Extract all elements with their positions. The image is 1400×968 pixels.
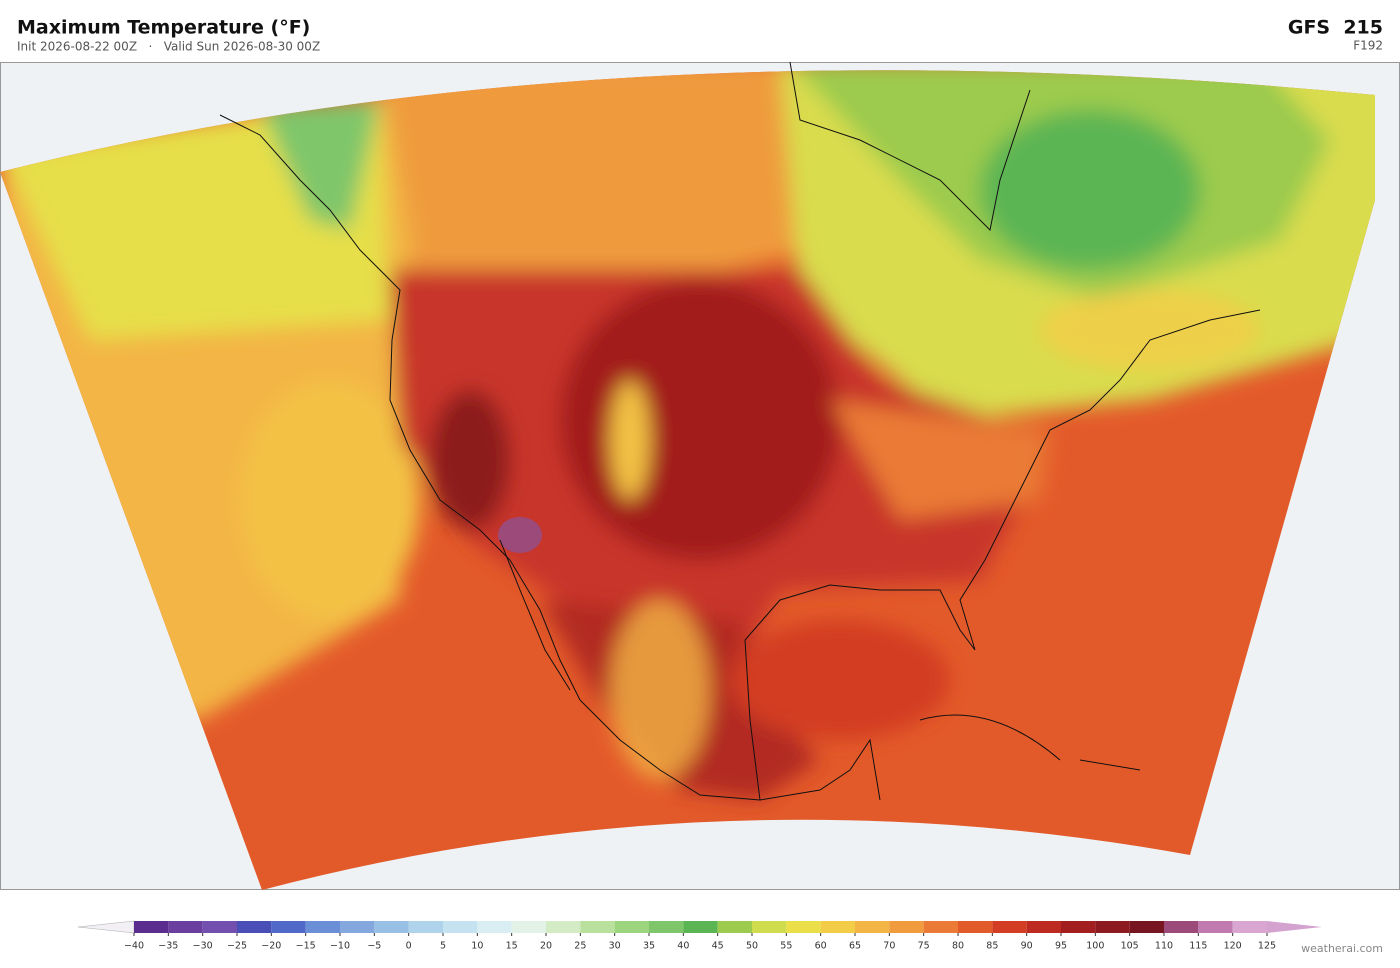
forecast-hour: F192 — [1353, 39, 1383, 53]
colorbar-tick-label: 75 — [918, 941, 930, 952]
colorbar-tick-label: 0 — [406, 941, 412, 952]
colorbar-bin — [992, 921, 1027, 933]
colorbar-bin — [168, 921, 203, 933]
colorbar-bin — [271, 921, 306, 933]
colorbar-bin — [1129, 921, 1164, 933]
colorbar-tick-label: 15 — [506, 941, 518, 952]
colorbar-bin — [649, 921, 684, 933]
coastlines — [219, 61, 1261, 801]
colorbar-tick-label: 45 — [712, 941, 724, 952]
colorbar-bin — [1198, 921, 1233, 933]
title: Maximum Temperature (°F) — [17, 17, 310, 39]
colorbar-bin — [1061, 921, 1096, 933]
colorbar-under — [77, 920, 135, 934]
colorbar-tick-label: 110 — [1155, 941, 1173, 952]
colorbar-tick-label: −15 — [296, 941, 316, 952]
colorbar-tick-label: 70 — [883, 941, 895, 952]
colorbar-tick-label: 100 — [1086, 941, 1104, 952]
colorbar-bin — [374, 921, 409, 933]
colorbar-bin — [855, 921, 890, 933]
colorbar-tick-label: −40 — [124, 941, 144, 952]
colorbar-bin — [202, 921, 237, 933]
colorbar-bin — [134, 921, 169, 933]
colorbar-tick-label: −25 — [227, 941, 247, 952]
colorbar-tick-label: 25 — [574, 941, 586, 952]
colorbar-tick-label: 5 — [440, 941, 446, 952]
colorbar-tick-label: 55 — [780, 941, 792, 952]
colorbar-over — [1267, 921, 1322, 933]
colorbar-bin — [477, 921, 512, 933]
colorbar-tick-label: −35 — [158, 941, 178, 952]
colorbar-tick-label: 65 — [849, 941, 861, 952]
colorbar-bin — [820, 921, 855, 933]
colorbar-tick-label: 85 — [986, 941, 998, 952]
subtitle: Init 2026-08-22 00Z · Valid Sun 2026-08-… — [17, 40, 320, 54]
colorbar-bin — [683, 921, 718, 933]
colorbar-bin — [237, 921, 272, 933]
credit: weatherai.com — [1301, 942, 1383, 955]
colorbar-tick-label: 10 — [471, 941, 483, 952]
colorbar-tick-label: 35 — [643, 941, 655, 952]
colorbar-bin — [305, 921, 340, 933]
colorbar-bin — [1095, 921, 1130, 933]
colorbar-bin — [786, 921, 821, 933]
colorbar-tick-label: 80 — [952, 941, 964, 952]
colorbar: −40 −35 −30 −25 −20 −15 −10 −5 0 5 10 15 20 25 30 35 40 4… — [77, 920, 1322, 952]
colorbar-bin — [1026, 921, 1061, 933]
colorbar-tick-label: 20 — [540, 941, 552, 952]
colorbar-bin — [614, 921, 649, 933]
model-label: GFS 215 — [1288, 17, 1383, 39]
colorbar-bin — [717, 921, 752, 933]
colorbar-tick-label: −5 — [367, 941, 381, 952]
colorbar-tick-label: 95 — [1055, 941, 1067, 952]
colorbar-bin — [752, 921, 787, 933]
colorbar-tick-label: 90 — [1021, 941, 1033, 952]
colorbar-bin — [408, 921, 443, 933]
temperature-field — [0, 70, 1375, 890]
colorbar-bin — [1232, 921, 1267, 933]
colorbar-tick-label: 30 — [609, 941, 621, 952]
colorbar-tick-label: 115 — [1189, 941, 1207, 952]
colorbar-tick-label: −20 — [261, 941, 281, 952]
colorbar-bin — [580, 921, 615, 933]
colorbar-bin — [923, 921, 958, 933]
colorbar-tick-label: −30 — [193, 941, 213, 952]
colorbar-tick-label: 120 — [1224, 941, 1242, 952]
colorbar-bin — [340, 921, 375, 933]
colorbar-bin — [546, 921, 581, 933]
colorbar-bin — [889, 921, 924, 933]
colorbar-tick-label: −10 — [330, 941, 350, 952]
colorbar-bin — [511, 921, 546, 933]
colorbar-tick-label: 50 — [746, 941, 758, 952]
colorbar-bin — [958, 921, 993, 933]
colorbar-tick-label: 40 — [677, 941, 689, 952]
colorbar-tick-label: 60 — [815, 941, 827, 952]
colorbar-tick-label: 125 — [1258, 941, 1276, 952]
colorbar-tick-label: 105 — [1121, 941, 1139, 952]
colorbar-bin — [1164, 921, 1199, 933]
colorbar-bin — [443, 921, 478, 933]
